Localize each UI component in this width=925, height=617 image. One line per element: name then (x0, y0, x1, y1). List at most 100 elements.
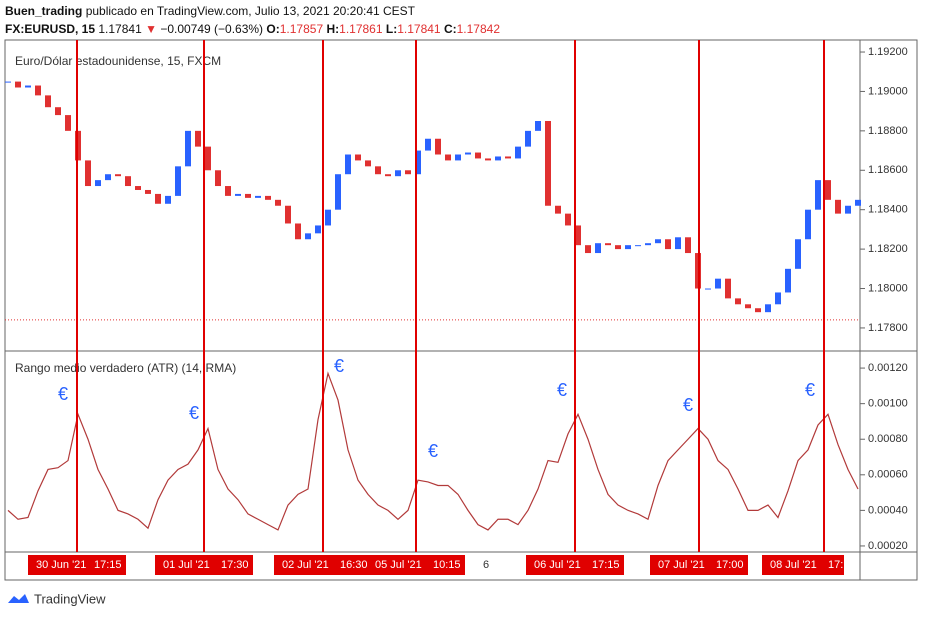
candle-body (595, 243, 601, 254)
candle-body (785, 268, 791, 293)
down-arrow: ▼ (142, 22, 161, 36)
candle-body (275, 199, 281, 206)
h-label: H: (326, 22, 339, 36)
candle-body (155, 193, 161, 204)
candle-body (645, 243, 651, 246)
frame (4, 39, 918, 581)
candle-body (445, 154, 451, 161)
time-marker-bg (367, 555, 465, 575)
time-marker-time: 17:15 (592, 559, 620, 571)
candle-body (25, 85, 31, 88)
candle-body (675, 237, 681, 250)
candle-body (585, 245, 591, 254)
candle-body (35, 85, 41, 96)
candle-body (625, 245, 631, 250)
candle-body (125, 176, 131, 187)
candle-body (85, 160, 91, 187)
candle-body (355, 154, 361, 161)
time-marker-time: 10:15 (433, 559, 461, 571)
y-tick-label: 1.17800 (868, 322, 908, 334)
y-tick-label: 1.19200 (868, 46, 908, 58)
candle-body (705, 288, 711, 290)
candle-body (465, 152, 471, 155)
change: −0.00749 (−0.63%) (160, 22, 263, 36)
euro-annotation: € (428, 441, 438, 461)
euro-annotation: € (189, 403, 199, 423)
candle-body (715, 278, 721, 289)
candle-body (565, 213, 571, 226)
candle-body (555, 205, 561, 214)
candle-body (205, 146, 211, 171)
y-tick-label: 0.00040 (868, 504, 908, 516)
candle-body (255, 195, 261, 198)
header-line-2: FX:EURUSD, 15 1.17841 ▼ −0.00749 (−0.63%… (5, 22, 500, 36)
candle-body (725, 278, 731, 299)
close: 1.17842 (457, 22, 501, 36)
time-marker-bg (762, 555, 844, 575)
candle-body (115, 174, 121, 177)
o-label: O: (266, 22, 279, 36)
y-tick-label: 1.18000 (868, 282, 908, 294)
candle-body (105, 174, 111, 181)
euro-annotation: € (58, 384, 68, 404)
time-marker-time: 17:15 (828, 559, 856, 571)
candle-body (305, 233, 311, 240)
candle-body (395, 170, 401, 177)
candle-body (415, 150, 421, 175)
last: 1.17841 (98, 22, 142, 36)
candle-body (615, 245, 621, 250)
footer: TradingView (34, 591, 106, 606)
time-marker-time: 17:30 (221, 559, 249, 571)
candle-body (365, 160, 371, 167)
euro-annotation: € (805, 380, 815, 400)
time-marker-date: 30 Jun '21 (36, 559, 86, 571)
logo (8, 594, 29, 603)
time-marker-date: 05 Jul '21 (375, 559, 422, 571)
candle-body (135, 186, 141, 190)
candle-body (575, 225, 581, 246)
candle-body (815, 180, 821, 210)
candle-body (435, 138, 441, 155)
candle-body (95, 180, 101, 187)
y-tick-label: 1.18200 (868, 243, 908, 255)
time-marker-date: 07 Jul '21 (658, 559, 705, 571)
high: 1.17861 (339, 22, 383, 36)
y-tick-label: 0.00100 (868, 398, 908, 410)
y-tick-label: 0.00060 (868, 469, 908, 481)
price-pane-title: Euro/Dólar estadounidense, 15, FXCM (15, 54, 221, 68)
candle-body (455, 154, 461, 161)
candle-body (315, 225, 321, 234)
candle-body (425, 138, 431, 151)
candle-body (55, 107, 61, 116)
euro-annotation: € (683, 395, 693, 415)
atr-pane-title: Rango medio verdadero (ATR) (14, RMA) (15, 361, 236, 375)
candle-body (295, 223, 301, 240)
candle-body (245, 193, 251, 198)
y-tick-label: 1.18400 (868, 204, 908, 216)
time-marker-bg (28, 555, 126, 575)
candle-body (335, 174, 341, 210)
candle-body (765, 304, 771, 313)
y-tick-label: 0.00120 (868, 362, 908, 374)
candle-body (545, 121, 551, 206)
candle-body (65, 115, 71, 131)
candle-body (735, 298, 741, 305)
candle-body (855, 199, 861, 206)
candle-body (505, 156, 511, 159)
candle-body (165, 195, 171, 204)
header-line-1: Buen_trading publicado en TradingView.co… (5, 4, 416, 18)
x-tick-label: 6 (483, 559, 489, 571)
time-marker-date: 01 Jul '21 (163, 559, 210, 571)
candle-body (225, 186, 231, 196)
candle-body (195, 130, 201, 147)
candle-body (535, 121, 541, 131)
open: 1.17857 (280, 22, 324, 36)
candle-body (475, 152, 481, 159)
symbol: FX:EURUSD, 15 (5, 22, 95, 36)
candle-body (345, 154, 351, 175)
candle-body (325, 209, 331, 226)
candle-body (805, 209, 811, 240)
l-label: L: (386, 22, 397, 36)
candle-body (15, 81, 21, 88)
